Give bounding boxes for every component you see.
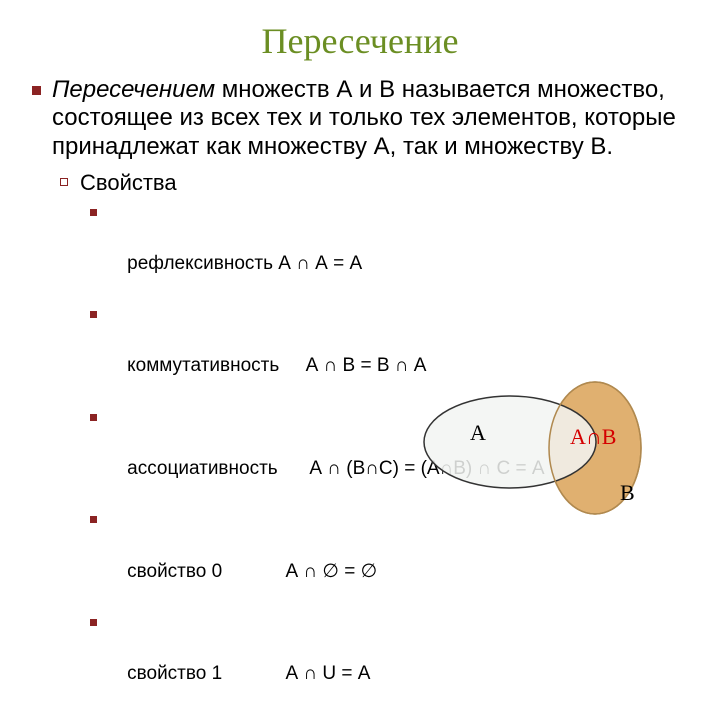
definition-block: Пересечением множеств А и В называется м…	[28, 76, 692, 161]
property-item: рефлексивность А ∩ А = А	[28, 200, 692, 303]
square-bullet-icon	[90, 516, 97, 523]
hollow-square-bullet-icon	[60, 178, 68, 186]
properties-label: Свойства	[80, 170, 177, 195]
slide: Пересечение Пересечением множеств А и В …	[0, 0, 720, 540]
property-text: свойство 0 А ∩ ∅ = ∅	[127, 561, 377, 582]
label-b: В	[620, 480, 635, 506]
square-bullet-icon	[90, 619, 97, 626]
square-bullet-icon	[90, 209, 97, 216]
square-bullet-icon	[90, 311, 97, 318]
property-text: коммутативность А ∩ В = В ∩ А	[127, 355, 426, 376]
square-bullet-icon	[32, 86, 41, 95]
property-text: свойство 1 А ∩ U = А	[127, 663, 370, 684]
slide-title: Пересечение	[28, 20, 692, 62]
label-a: А	[470, 420, 486, 446]
venn-diagram: А А∩В В	[400, 370, 700, 530]
venn-svg	[400, 370, 700, 530]
property-item: свойство 1 А ∩ U = А	[28, 610, 692, 712]
definition-term: Пересечением	[52, 76, 215, 103]
property-text: рефлексивность А ∩ А = А	[127, 253, 362, 274]
properties-header: Свойства	[28, 169, 692, 198]
square-bullet-icon	[90, 414, 97, 421]
label-intersection: А∩В	[570, 424, 616, 450]
